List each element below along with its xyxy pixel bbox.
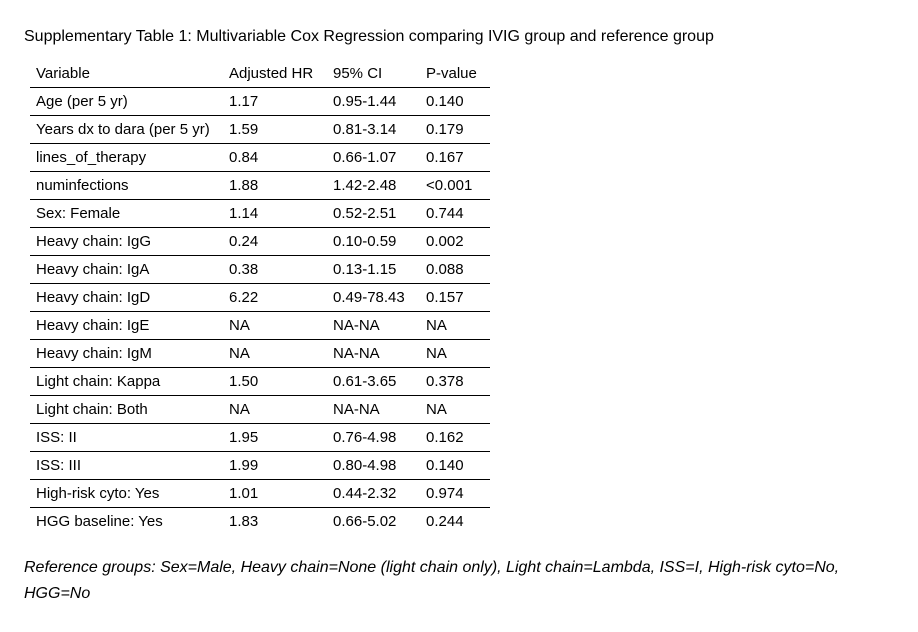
table-cell: Heavy chain: IgE [30, 311, 223, 340]
table-cell: 0.95-1.44 [323, 87, 420, 116]
table-cell: Heavy chain: IgA [30, 255, 223, 284]
table-cell: 0.002 [420, 227, 490, 256]
table-cell: 0.44-2.32 [323, 479, 420, 508]
column-header-95-ci: 95% CI [323, 60, 420, 88]
table-cell: NA [420, 339, 490, 368]
table-row: Heavy chain: IgE NA NA-NA NA [30, 311, 490, 340]
table-cell: 1.99 [223, 451, 323, 480]
table-cell: 0.157 [420, 283, 490, 312]
table-header-row: Variable Adjusted HR 95% CI P-value [30, 60, 490, 88]
column-header-variable: Variable [30, 60, 223, 88]
table-cell: numinfections [30, 171, 223, 200]
table-cell: NA [420, 395, 490, 424]
table-cell: NA [420, 311, 490, 340]
table-cell: 0.13-1.15 [323, 255, 420, 284]
column-header-p-value: P-value [420, 60, 490, 88]
table-cell: 1.95 [223, 423, 323, 452]
table-cell: 1.17 [223, 87, 323, 116]
table-cell: 0.974 [420, 479, 490, 508]
table-row: Heavy chain: IgA 0.38 0.13-1.15 0.088 [30, 255, 490, 284]
table-cell: NA [223, 311, 323, 340]
table-cell: 0.66-5.02 [333, 513, 397, 530]
table-cell: 0.38 [223, 255, 323, 284]
table-cell: 0.66-1.07 [323, 143, 420, 172]
table-row: Heavy chain: IgD 6.22 0.49-78.43 0.157 [30, 283, 490, 312]
table-cell: Sex: Female [30, 199, 223, 228]
table-cell: 1.88 [223, 171, 323, 200]
table-cell: 1.14 [223, 199, 323, 228]
table-row: Heavy chain: IgG 0.24 0.10-0.59 0.002 [30, 227, 490, 256]
table-cell: 0.52-2.51 [323, 199, 420, 228]
table-cell: High-risk cyto: Yes [30, 479, 223, 508]
table-cell: 0.744 [420, 199, 490, 228]
table-cell: 1.59 [223, 115, 323, 144]
table-cell: Heavy chain: IgM [30, 339, 223, 368]
table-cell: 0.81-3.14 [323, 115, 420, 144]
table-cell: NA-NA [323, 311, 420, 340]
table-cell: Heavy chain: IgD [30, 283, 223, 312]
cox-regression-table: Variable Adjusted HR 95% CI P-value Age … [30, 60, 490, 535]
table-cell: Age (per 5 yr) [30, 87, 223, 116]
table-cell: 1.01 [223, 479, 323, 508]
table-cell: 0.244 [426, 513, 464, 530]
table-cell: <0.001 [420, 171, 490, 200]
table-cell: 0.378 [420, 367, 490, 396]
table-cell: NA [223, 339, 323, 368]
table-row: ISS: II 1.95 0.76-4.98 0.162 [30, 423, 490, 452]
table-cell: lines_of_therapy [30, 143, 223, 172]
table-cell: 0.140 [420, 87, 490, 116]
table-cell: 6.22 [223, 283, 323, 312]
table-cell: 0.84 [223, 143, 323, 172]
table-cell: 0.76-4.98 [323, 423, 420, 452]
table-row: numinfections 1.88 1.42-2.48 <0.001 [30, 171, 490, 200]
table-cell: Light chain: Kappa [30, 367, 223, 396]
table-cell: 0.80-4.98 [323, 451, 420, 480]
table-cell: Light chain: Both [30, 395, 223, 424]
table-cell: HGG baseline: Yes [36, 513, 163, 530]
table-row: Light chain: Kappa 1.50 0.61-3.65 0.378 [30, 367, 490, 396]
table-row: Years dx to dara (per 5 yr) 1.59 0.81-3.14… [30, 115, 490, 144]
table-row: Age (per 5 yr) 1.17 0.95-1.44 0.140 [30, 87, 490, 116]
table-cell: 0.49-78.43 [323, 283, 420, 312]
table-row: Heavy chain: IgM NA NA-NA NA [30, 339, 490, 368]
table-cell: 0.162 [420, 423, 490, 452]
table-row: High-risk cyto: Yes 1.01 0.44-2.32 0.974 [30, 479, 490, 508]
table-cell: 0.179 [420, 115, 490, 144]
table-row: HGG baseline: Yes 1.83 0.66-5.02 0.244 [30, 508, 490, 536]
table-cell: ISS: III [30, 451, 223, 480]
table-cell: 1.42-2.48 [323, 171, 420, 200]
table-cell: Years dx to dara (per 5 yr) [30, 115, 223, 144]
table-cell: 0.088 [420, 255, 490, 284]
table-cell: 0.167 [420, 143, 490, 172]
table-cell: 0.61-3.65 [323, 367, 420, 396]
table-cell: ISS: II [30, 423, 223, 452]
table-cell: 1.83 [229, 513, 259, 530]
table-title: Supplementary Table 1: Multivariable Cox… [24, 28, 714, 45]
table-cell: NA-NA [323, 339, 420, 368]
table-cell: Heavy chain: IgG [30, 227, 223, 256]
table-body: Age (per 5 yr) 1.17 0.95-1.44 0.140 Years dx… [30, 87, 490, 536]
table-cell: 0.140 [420, 451, 490, 480]
table-cell: 1.50 [223, 367, 323, 396]
table-row: lines_of_therapy 0.84 0.66-1.07 0.167 [30, 143, 490, 172]
column-header-adjusted-hr: Adjusted HR [223, 60, 323, 88]
table-row: ISS: III 1.99 0.80-4.98 0.140 [30, 451, 490, 480]
table-row: Sex: Female 1.14 0.52-2.51 0.744 [30, 199, 490, 228]
table-cell: 0.24 [223, 227, 323, 256]
table-cell: 0.10-0.59 [323, 227, 420, 256]
table-cell: NA [223, 395, 323, 424]
reference-groups-note: Reference groups: Sex=Male, Heavy chain=… [24, 559, 840, 602]
table-cell: NA-NA [323, 395, 420, 424]
table-row: Light chain: Both NA NA-NA NA [30, 395, 490, 424]
